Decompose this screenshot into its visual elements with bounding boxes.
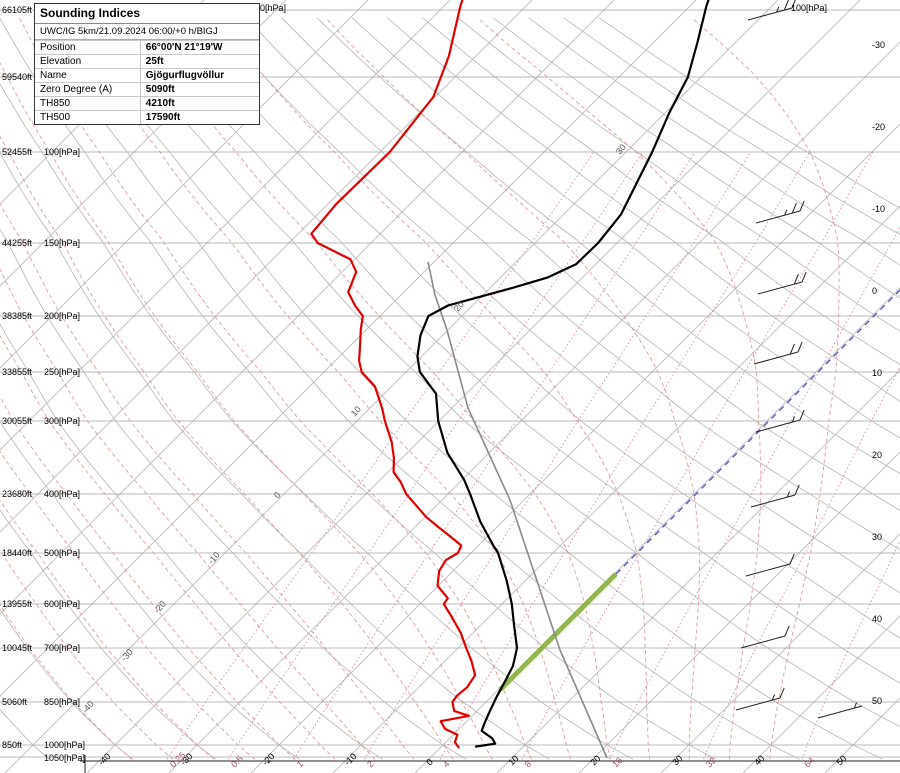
sounding-indices-panel: Sounding Indices UWC/IG 5km/21.09.2024 0…	[34, 3, 260, 125]
temperature-axis-label-right: -30	[872, 40, 885, 50]
indices-row-name: Name Gjögurflugvöllur	[35, 68, 259, 83]
top-edge-pressure-label: 0[hPa]	[260, 3, 286, 13]
temperature-axis-label-right: 50	[872, 696, 882, 706]
pressure-axis-label: 300[hPa]	[44, 416, 80, 426]
temperature-axis-label-bottom: 10	[506, 753, 520, 767]
indices-row-th850: TH850 4210ft	[35, 96, 259, 111]
pressure-axis-label: 200[hPa]	[44, 311, 80, 321]
height-axis-label: 52455ft	[2, 147, 33, 157]
temperature-axis-label-bottom: 0	[424, 757, 435, 768]
pressure-axis-label: 150[hPa]	[44, 238, 80, 248]
mixing-ratio-label: 1	[295, 759, 306, 770]
row-value: 4210ft	[139, 96, 259, 111]
row-value: Gjögurflugvöllur	[139, 68, 259, 83]
temperature-axis-label-bottom: 50	[834, 753, 848, 767]
temperature-axis-label-right: 30	[872, 532, 882, 542]
pressure-axis-label: 700[hPa]	[44, 643, 80, 653]
adiabat-line-label: 10	[349, 404, 363, 418]
mixing-ratio-label: 4	[441, 759, 452, 770]
row-label: TH500	[35, 110, 141, 124]
row-label: Position	[35, 40, 141, 55]
row-value: 25ft	[139, 54, 259, 69]
temperature-axis-label-right: 40	[872, 614, 882, 624]
adiabat-line-label: -30	[119, 647, 135, 663]
zero-degree-isotherm	[498, 289, 900, 692]
mixing-ratio-label: 8	[523, 759, 534, 770]
pressure-axis-label: 250[hPa]	[44, 367, 80, 377]
pressure-axis-label: 400[hPa]	[44, 489, 80, 499]
axis-frame	[80, 755, 900, 773]
height-axis-label: 850ft	[2, 740, 23, 750]
height-axis-label: 23680ft	[2, 489, 33, 499]
temperature-axis-label-bottom: 40	[752, 753, 766, 767]
height-axis-label: 44255ft	[2, 238, 33, 248]
pressure-axis-label: 600[hPa]	[44, 599, 80, 609]
mixing-ratio-lines	[166, 151, 900, 760]
panel-run-header: UWC/IG 5km/21.09.2024 06:00/+0 h/BIGJ	[35, 24, 259, 40]
height-axis-label: 38385ft	[2, 311, 33, 321]
wind-barbs	[735, 0, 863, 719]
adiabat-line-label: 20	[452, 299, 466, 313]
indices-table: Position 66°00'N 21°19'W Elevation 25ft …	[35, 40, 259, 124]
panel-title: Sounding Indices	[35, 4, 259, 24]
temperature-axis-label-bottom: 20	[588, 753, 602, 767]
temperature-curve	[416, 0, 710, 748]
temperature-axis-label-right: -20	[872, 122, 885, 132]
row-label: TH850	[35, 96, 141, 111]
temperature-axis-label-bottom: -10	[342, 751, 358, 767]
indices-row-zero-degree: Zero Degree (A) 5090ft	[35, 82, 259, 97]
indices-row-position: Position 66°00'N 21°19'W	[35, 40, 259, 55]
height-axis-label: 5060ft	[2, 697, 28, 707]
adiabat-line-label: 0	[272, 490, 283, 500]
pressure-axis-label: 850[hPa]	[44, 697, 80, 707]
pressure-axis-label: 100[hPa]	[44, 147, 80, 157]
height-axis-label: 18440ft	[2, 548, 33, 558]
temperature-axis-label-right: -10	[872, 204, 885, 214]
height-axis-label: 10045ft	[2, 643, 33, 653]
mixing-ratio-label: 2	[365, 759, 376, 770]
temperature-axis-label-bottom: -40	[96, 751, 112, 767]
row-value: 17590ft	[139, 110, 259, 124]
top-edge-pressure-label: 100[hPa]	[791, 3, 827, 13]
temperature-axis-label-bottom: 30	[670, 753, 684, 767]
row-label: Name	[35, 68, 141, 83]
height-axis-label: 59540ft	[2, 72, 33, 82]
adiabat-line-label: -10	[206, 550, 222, 566]
height-axis-label: 13955ft	[2, 599, 33, 609]
indices-row-elevation: Elevation 25ft	[35, 54, 259, 69]
pressure-axis-label: 1050[hPa]	[44, 753, 85, 763]
row-label: Zero Degree (A)	[35, 82, 141, 97]
temperature-axis-label-bottom: -20	[260, 751, 276, 767]
parcel-line	[427, 261, 608, 759]
indices-row-th500: TH500 17590ft	[35, 110, 259, 124]
pressure-axis-label: 500[hPa]	[44, 548, 80, 558]
temperature-axis-label-right: 0	[872, 286, 877, 296]
pressure-axis-label: 1000[hPa]	[44, 740, 85, 750]
dewpoint-curve	[310, 0, 477, 749]
temperature-axis-label-right: 10	[872, 368, 882, 378]
height-axis-label: 33855ft	[2, 367, 33, 377]
row-label: Elevation	[35, 54, 141, 69]
height-axis-label: 30055ft	[2, 416, 33, 426]
adiabat-line-label: 30	[614, 142, 628, 156]
temperature-axis-label-right: 20	[872, 450, 882, 460]
row-value: 5090ft	[139, 82, 259, 97]
mixing-ratio-label: 0.5	[229, 753, 245, 769]
row-value: 66°00'N 21°19'W	[139, 40, 259, 55]
height-axis-label: 66105ft	[2, 5, 33, 15]
